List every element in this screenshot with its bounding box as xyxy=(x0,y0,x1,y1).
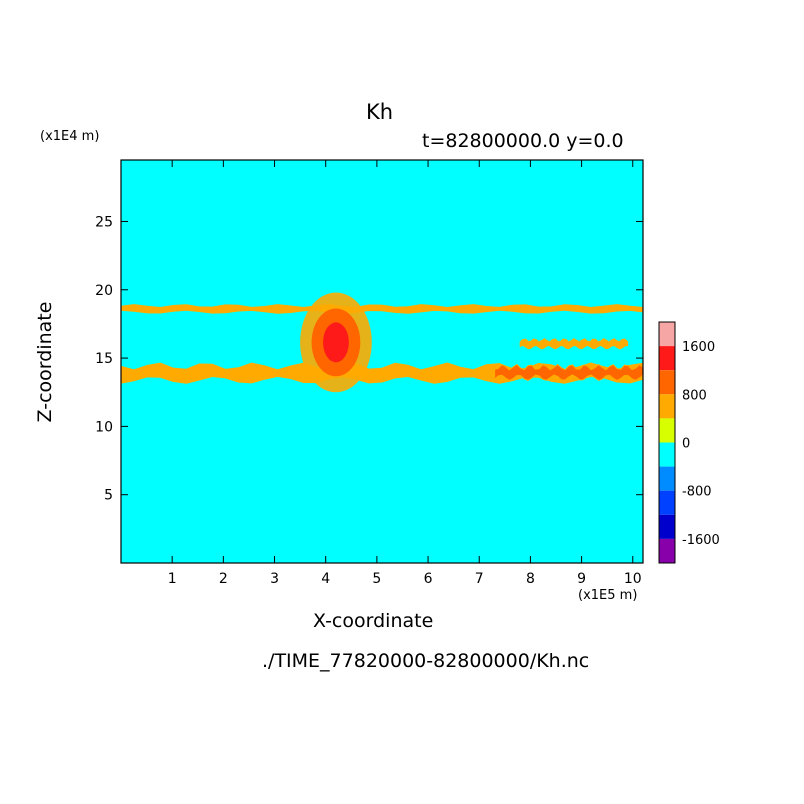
x-tick-label: 9 xyxy=(577,571,586,587)
colorbar-frame xyxy=(658,321,676,564)
band-region xyxy=(519,338,629,350)
x-tick-label: 4 xyxy=(321,571,330,587)
x-tick-label: 1 xyxy=(168,571,177,587)
chart-title: Kh xyxy=(366,100,394,124)
x-tick-label: 5 xyxy=(372,571,381,587)
x-tick-label: 10 xyxy=(624,571,642,587)
colorbar-label: 800 xyxy=(682,388,707,403)
colorbar-segment xyxy=(659,514,675,539)
source-file: ./TIME_77820000-82800000/Kh.nc xyxy=(262,650,590,672)
time-info: t=82800000.0 y=0.0 xyxy=(422,130,624,152)
colorbar-segment xyxy=(659,322,675,347)
colorbar-segment xyxy=(659,466,675,491)
colorbar-label: -800 xyxy=(682,485,712,500)
y-tick-label: 20 xyxy=(95,283,113,299)
y-tick-label: 10 xyxy=(95,419,113,435)
colorbar-segment xyxy=(659,490,675,515)
y-axis-unit: (x1E4 m) xyxy=(40,129,100,144)
x-tick-label: 2 xyxy=(219,571,228,587)
x-tick-label: 7 xyxy=(475,571,484,587)
colorbar-segment xyxy=(659,418,675,443)
y-tick-label: 25 xyxy=(95,214,113,230)
plume-core xyxy=(323,322,349,363)
colorbar-label: -1600 xyxy=(682,533,720,548)
colorbar-segment xyxy=(659,442,675,467)
x-tick-label: 6 xyxy=(424,571,433,587)
colorbar-segment xyxy=(659,538,675,563)
plot-frame xyxy=(120,159,644,564)
colorbar-segment xyxy=(659,394,675,419)
x-axis-unit: (x1E5 m) xyxy=(578,588,638,603)
colorbar-segment xyxy=(659,370,675,395)
colorbar-label: 0 xyxy=(682,437,690,452)
x-tick-label: 3 xyxy=(270,571,279,587)
x-tick-label: 8 xyxy=(526,571,535,587)
colorbar-segment xyxy=(659,346,675,371)
plot-background xyxy=(121,160,643,563)
y-tick-label: 15 xyxy=(95,351,113,367)
y-tick-label: 5 xyxy=(104,488,113,504)
colorbar-label: 1600 xyxy=(682,340,715,355)
x-axis-label: X-coordinate xyxy=(313,610,434,632)
